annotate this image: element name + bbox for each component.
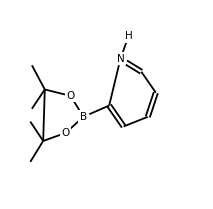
Text: B: B: [80, 112, 87, 122]
Text: H: H: [125, 31, 132, 41]
Text: N: N: [117, 54, 124, 64]
Text: O: O: [62, 128, 70, 138]
Text: O: O: [66, 91, 75, 101]
